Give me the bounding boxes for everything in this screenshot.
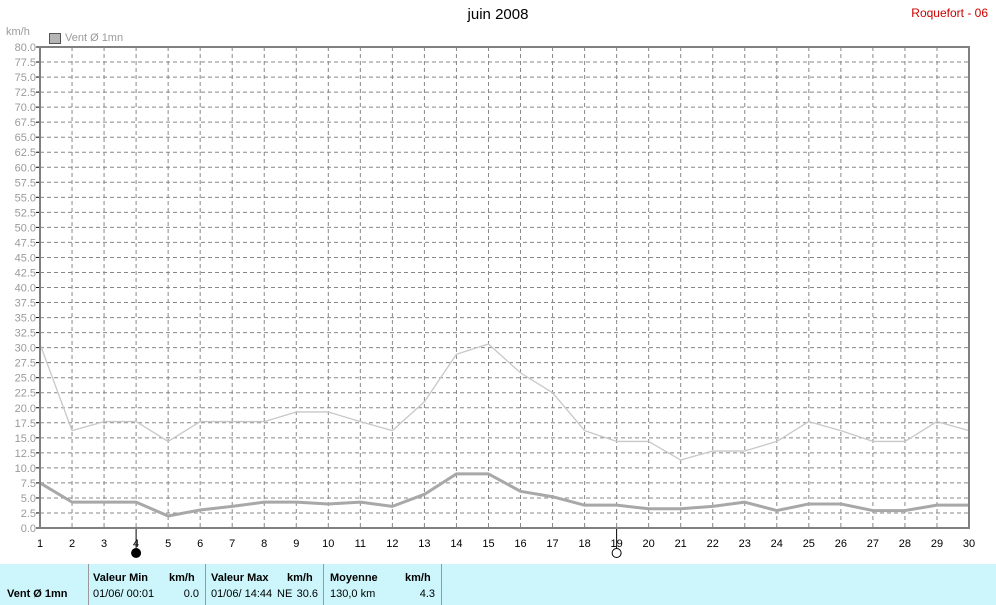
y-tick-label: 70.0: [15, 102, 36, 114]
x-tick-label: 22: [707, 538, 719, 550]
chart-area: 0.0 2.5 5.0 7.5 10.0 12.5 15.0 17.5 20.0 22.5 25.0…: [15, 42, 975, 558]
x-tick-label: 17: [546, 538, 558, 550]
min-value: 0.0: [183, 588, 199, 600]
avg-header: Moyenne: [330, 572, 378, 584]
y-tick-label: 55.0: [15, 192, 36, 204]
min-unit: km/h: [169, 572, 195, 584]
x-axis-ticks: 1234567891011121314151617181920212223242…: [37, 538, 975, 550]
y-tick-label: 22.5: [15, 388, 36, 400]
x-tick-label: 14: [450, 538, 462, 550]
y-tick-label: 77.5: [15, 57, 36, 69]
legend-swatch: [49, 32, 61, 44]
x-tick-label: 18: [578, 538, 590, 550]
y-tick-label: 12.5: [15, 448, 36, 460]
y-tick-label: 75.0: [15, 72, 36, 84]
x-tick-label: 3: [101, 538, 107, 550]
x-tick-label: 29: [931, 538, 943, 550]
series: [39, 343, 970, 518]
y-tick-label: 47.5: [15, 237, 36, 249]
y-axis-ticks: 0.0 2.5 5.0 7.5 10.0 12.5 15.0 17.5 20.0 22.5 25.0…: [15, 42, 40, 535]
x-tick-label: 2: [69, 538, 75, 550]
x-tick-label: 16: [514, 538, 526, 550]
y-tick-label: 20.0: [15, 403, 36, 415]
x-tick-label: 28: [899, 538, 911, 550]
x-tick-label: 8: [261, 538, 267, 550]
y-tick-label: 65.0: [15, 132, 36, 144]
y-tick-label: 7.5: [21, 478, 36, 490]
footer-min-cell: Valeur Min km/h 01/06/ 00:01 0.0: [89, 564, 206, 605]
y-tick-label: 2.5: [21, 508, 36, 520]
grid: [40, 47, 969, 528]
x-tick-label: 15: [482, 538, 494, 550]
x-tick-label: 12: [386, 538, 398, 550]
moon-phases: [131, 528, 622, 558]
avg-unit: km/h: [405, 572, 431, 584]
max-header: Valeur Max: [211, 572, 269, 584]
y-tick-label: 72.5: [15, 87, 36, 99]
y-tick-label: 35.0: [15, 313, 36, 325]
station-name: Roquefort - 06: [911, 6, 988, 20]
max-date: 01/06/ 14:44: [211, 588, 273, 600]
x-tick-label: 21: [675, 538, 687, 550]
x-tick-label: 5: [165, 538, 171, 550]
x-tick-label: 23: [739, 538, 751, 550]
y-tick-label: 40.0: [15, 283, 36, 295]
y-tick-label: 67.5: [15, 117, 36, 129]
new-moon-icon: [131, 548, 142, 558]
series-line-maximum: [39, 343, 970, 461]
min-header: Valeur Min: [93, 572, 149, 584]
y-tick-label: 0.0: [21, 523, 36, 535]
series-line-average: [39, 472, 969, 518]
y-tick-label: 10.0: [15, 463, 36, 475]
x-tick-label: 30: [963, 538, 975, 550]
y-tick-label: 60.0: [15, 162, 36, 174]
max-direction: NE: [277, 588, 293, 600]
y-tick-label: 42.5: [15, 267, 36, 279]
max-value: 30.6: [296, 588, 318, 600]
y-tick-label: 52.5: [15, 207, 36, 219]
x-tick-label: 13: [418, 538, 430, 550]
footer-label: Vent Ø 1mn: [7, 588, 68, 600]
min-date: 01/06/ 00:01: [93, 588, 155, 600]
footer-avg-cell: Moyenne km/h 130,0 km 4.3: [324, 564, 442, 605]
footer-label-cell: Vent Ø 1mn: [0, 564, 89, 605]
y-tick-label: 57.5: [15, 177, 36, 189]
avg-value: 4.3: [419, 588, 435, 600]
y-tick-label: 30.0: [15, 343, 36, 355]
footer-max-cell: Valeur Max km/h 01/06/ 14:44 NE 30.6: [206, 564, 324, 605]
y-tick-label: 17.5: [15, 418, 36, 430]
x-tick-label: 1: [37, 538, 43, 550]
avg-distance: 130,0 km: [330, 588, 376, 600]
y-tick-label: 80.0: [15, 42, 36, 54]
y-axis-unit: km/h: [6, 26, 30, 38]
y-tick-label: 25.0: [15, 373, 36, 385]
stats-footer: Vent Ø 1mn Valeur Min km/h 01/06/ 00:01 …: [0, 564, 996, 605]
legend: Vent Ø 1mn: [49, 32, 123, 44]
x-tick-label: 20: [643, 538, 655, 550]
y-tick-label: 27.5: [15, 358, 36, 370]
x-tick-label: 7: [229, 538, 235, 550]
y-tick-label: 5.0: [21, 493, 36, 505]
y-tick-label: 45.0: [15, 252, 36, 264]
x-tick-label: 6: [197, 538, 203, 550]
x-tick-label: 9: [293, 538, 299, 550]
y-tick-label: 37.5: [15, 298, 36, 310]
legend-label: Vent Ø 1mn: [65, 32, 124, 44]
full-moon-icon: [611, 548, 622, 558]
plot-frame: [39, 46, 970, 529]
y-tick-label: 62.5: [15, 147, 36, 159]
chart-title: juin 2008: [467, 6, 529, 23]
x-tick-label: 27: [867, 538, 879, 550]
y-tick-label: 15.0: [15, 433, 36, 445]
max-unit: km/h: [287, 572, 313, 584]
x-tick-label: 26: [835, 538, 847, 550]
x-tick-label: 24: [771, 538, 783, 550]
x-tick-label: 11: [355, 538, 366, 550]
y-tick-label: 32.5: [15, 328, 36, 340]
x-tick-label: 25: [803, 538, 815, 550]
y-tick-label: 50.0: [15, 222, 36, 234]
x-tick-label: 10: [322, 538, 334, 550]
